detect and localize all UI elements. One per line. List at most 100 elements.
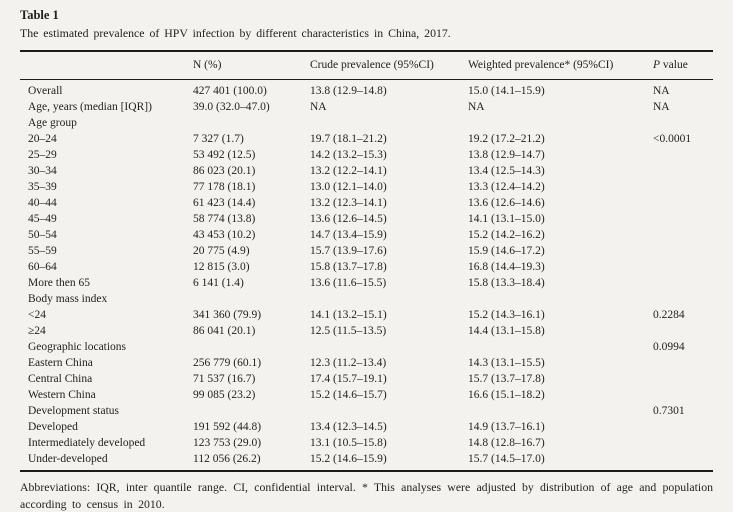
row-weighted-cell: 14.1 (13.1–15.0)	[468, 213, 545, 225]
table-row: Development status 0.7301	[20, 403, 713, 419]
row-crude-cell: 14.1 (13.2–15.1)	[310, 309, 387, 321]
row-p-cell	[653, 451, 713, 471]
row-n-cell: 191 592 (44.8)	[193, 421, 262, 433]
row-n-cell	[193, 115, 310, 131]
row-n-cell: 39.0 (32.0–47.0)	[193, 101, 270, 113]
row-label-cell: Overall	[28, 85, 63, 97]
row-n-cell	[193, 403, 310, 419]
row-p-cell	[653, 355, 713, 371]
row-weighted-cell: 14.3 (13.1–15.5)	[468, 357, 545, 369]
header-weighted-prevalence: Weighted prevalence* (95%CI)	[468, 51, 653, 80]
table-row: ≥24 86 041 (20.1) 12.5 (11.5–13.5) 14.4 …	[20, 323, 713, 339]
table-row: Intermediately developed 123 753 (29.0) …	[20, 435, 713, 451]
header-crude-prevalence: Crude prevalence (95%CI)	[310, 51, 468, 80]
row-n-cell: 112 056 (26.2)	[193, 453, 261, 465]
row-n-cell: 7 327 (1.7)	[193, 133, 244, 145]
row-weighted-cell: 15.2 (14.3–16.1)	[468, 309, 545, 321]
row-p-cell	[653, 115, 713, 131]
table-row: Central China 71 537 (16.7) 17.4 (15.7–1…	[20, 371, 713, 387]
row-p-cell: 0.2284	[653, 309, 685, 321]
row-weighted-cell	[468, 403, 653, 419]
row-n-cell: 20 775 (4.9)	[193, 245, 250, 257]
prevalence-table: N (%) Crude prevalence (95%CI) Weighted …	[20, 50, 713, 472]
row-label-cell: 45–49	[28, 213, 57, 225]
row-n-cell: 86 023 (20.1)	[193, 165, 256, 177]
row-crude-cell	[310, 339, 468, 355]
row-p-cell: <0.0001	[653, 133, 692, 145]
row-p-cell	[653, 163, 713, 179]
row-label-cell: Developed	[28, 421, 78, 433]
row-weighted-cell: 13.3 (12.4–14.2)	[468, 181, 545, 193]
row-weighted-cell: 14.9 (13.7–16.1)	[468, 421, 545, 433]
row-n-cell: 53 492 (12.5)	[193, 149, 256, 161]
row-label-cell: 30–34	[28, 165, 57, 177]
table-row: 60–64 12 815 (3.0) 15.8 (13.7–17.8) 16.8…	[20, 259, 713, 275]
row-weighted-cell	[468, 115, 653, 131]
row-weighted-cell: 16.6 (15.1–18.2)	[468, 389, 545, 401]
row-n-cell: 43 453 (10.2)	[193, 229, 256, 241]
row-crude-cell	[310, 291, 468, 307]
row-label-cell: Eastern China	[28, 357, 93, 369]
row-crude-cell: 15.2 (14.6–15.7)	[310, 389, 387, 401]
table-row: More then 65 6 141 (1.4) 13.6 (11.6–15.5…	[20, 275, 713, 291]
table-number-label: Table 1	[20, 8, 59, 22]
row-n-cell: 86 041 (20.1)	[193, 325, 256, 337]
row-crude-cell: NA	[310, 101, 327, 113]
row-crude-cell	[310, 403, 468, 419]
row-label-cell: 25–29	[28, 149, 57, 161]
table-row: Age, years (median [IQR]) 39.0 (32.0–47.…	[20, 99, 713, 115]
row-p-cell	[653, 227, 713, 243]
row-p-cell	[653, 435, 713, 451]
row-label-cell: 20–24	[28, 133, 57, 145]
row-weighted-cell	[468, 291, 653, 307]
row-p-cell	[653, 323, 713, 339]
row-p-cell	[653, 291, 713, 307]
row-weighted-cell: 13.6 (12.6–14.6)	[468, 197, 545, 209]
table-row: 45–49 58 774 (13.8) 13.6 (12.6–14.5) 14.…	[20, 211, 713, 227]
header-characteristic	[20, 51, 193, 80]
row-label-cell: More then 65	[28, 277, 90, 289]
table-row: 25–29 53 492 (12.5) 14.2 (13.2–15.3) 13.…	[20, 147, 713, 163]
table-row: Geographic locations 0.0994	[20, 339, 713, 355]
row-weighted-cell: 14.4 (13.1–15.8)	[468, 325, 545, 337]
row-crude-cell: 15.7 (13.9–17.6)	[310, 245, 387, 257]
row-crude-cell: 12.5 (11.5–13.5)	[310, 325, 387, 337]
row-label-cell: 50–54	[28, 229, 57, 241]
table-row: 55–59 20 775 (4.9) 15.7 (13.9–17.6) 15.9…	[20, 243, 713, 259]
table-row: 20–24 7 327 (1.7) 19.7 (18.1–21.2) 19.2 …	[20, 131, 713, 147]
row-n-cell: 6 141 (1.4)	[193, 277, 244, 289]
header-p-value: P value	[653, 51, 713, 80]
row-weighted-cell: 15.7 (14.5–17.0)	[468, 453, 545, 465]
table-row: Western China 99 085 (23.2) 15.2 (14.6–1…	[20, 387, 713, 403]
row-p-cell	[653, 371, 713, 387]
row-crude-cell: 13.2 (12.2–14.1)	[310, 165, 387, 177]
row-p-cell	[653, 211, 713, 227]
row-weighted-cell: 13.8 (12.9–14.7)	[468, 149, 545, 161]
header-p-value-italic-part: P	[653, 59, 661, 71]
row-n-cell: 12 815 (3.0)	[193, 261, 250, 273]
row-p-cell	[653, 179, 713, 195]
row-label-cell: Geographic locations	[28, 341, 127, 353]
row-label-cell: Central China	[28, 373, 93, 385]
row-weighted-cell: 15.9 (14.6–17.2)	[468, 245, 545, 257]
row-label-cell: 60–64	[28, 261, 57, 273]
row-label-cell: Development status	[28, 405, 120, 417]
row-n-cell: 341 360 (79.9)	[193, 309, 262, 321]
table-row: 50–54 43 453 (10.2) 14.7 (13.4–15.9) 15.…	[20, 227, 713, 243]
table-row: <24 341 360 (79.9) 14.1 (13.2–15.1) 15.2…	[20, 307, 713, 323]
table-body: Overall 427 401 (100.0) 13.8 (12.9–14.8)…	[20, 80, 713, 472]
row-crude-cell: 13.8 (12.9–14.8)	[310, 85, 387, 97]
table-row: 35–39 77 178 (18.1) 13.0 (12.1–14.0) 13.…	[20, 179, 713, 195]
row-n-cell	[193, 291, 310, 307]
table-row: 40–44 61 423 (14.4) 13.2 (12.3–14.1) 13.…	[20, 195, 713, 211]
table-row: Eastern China 256 779 (60.1) 12.3 (11.2–…	[20, 355, 713, 371]
row-p-cell	[653, 275, 713, 291]
row-p-cell	[653, 259, 713, 275]
row-p-cell	[653, 147, 713, 163]
row-p-cell	[653, 243, 713, 259]
row-weighted-cell: 15.8 (13.3–18.4)	[468, 277, 545, 289]
table-row: Body mass index	[20, 291, 713, 307]
row-crude-cell: 12.3 (11.2–13.4)	[310, 357, 387, 369]
header-n-percent: N (%)	[193, 51, 310, 80]
